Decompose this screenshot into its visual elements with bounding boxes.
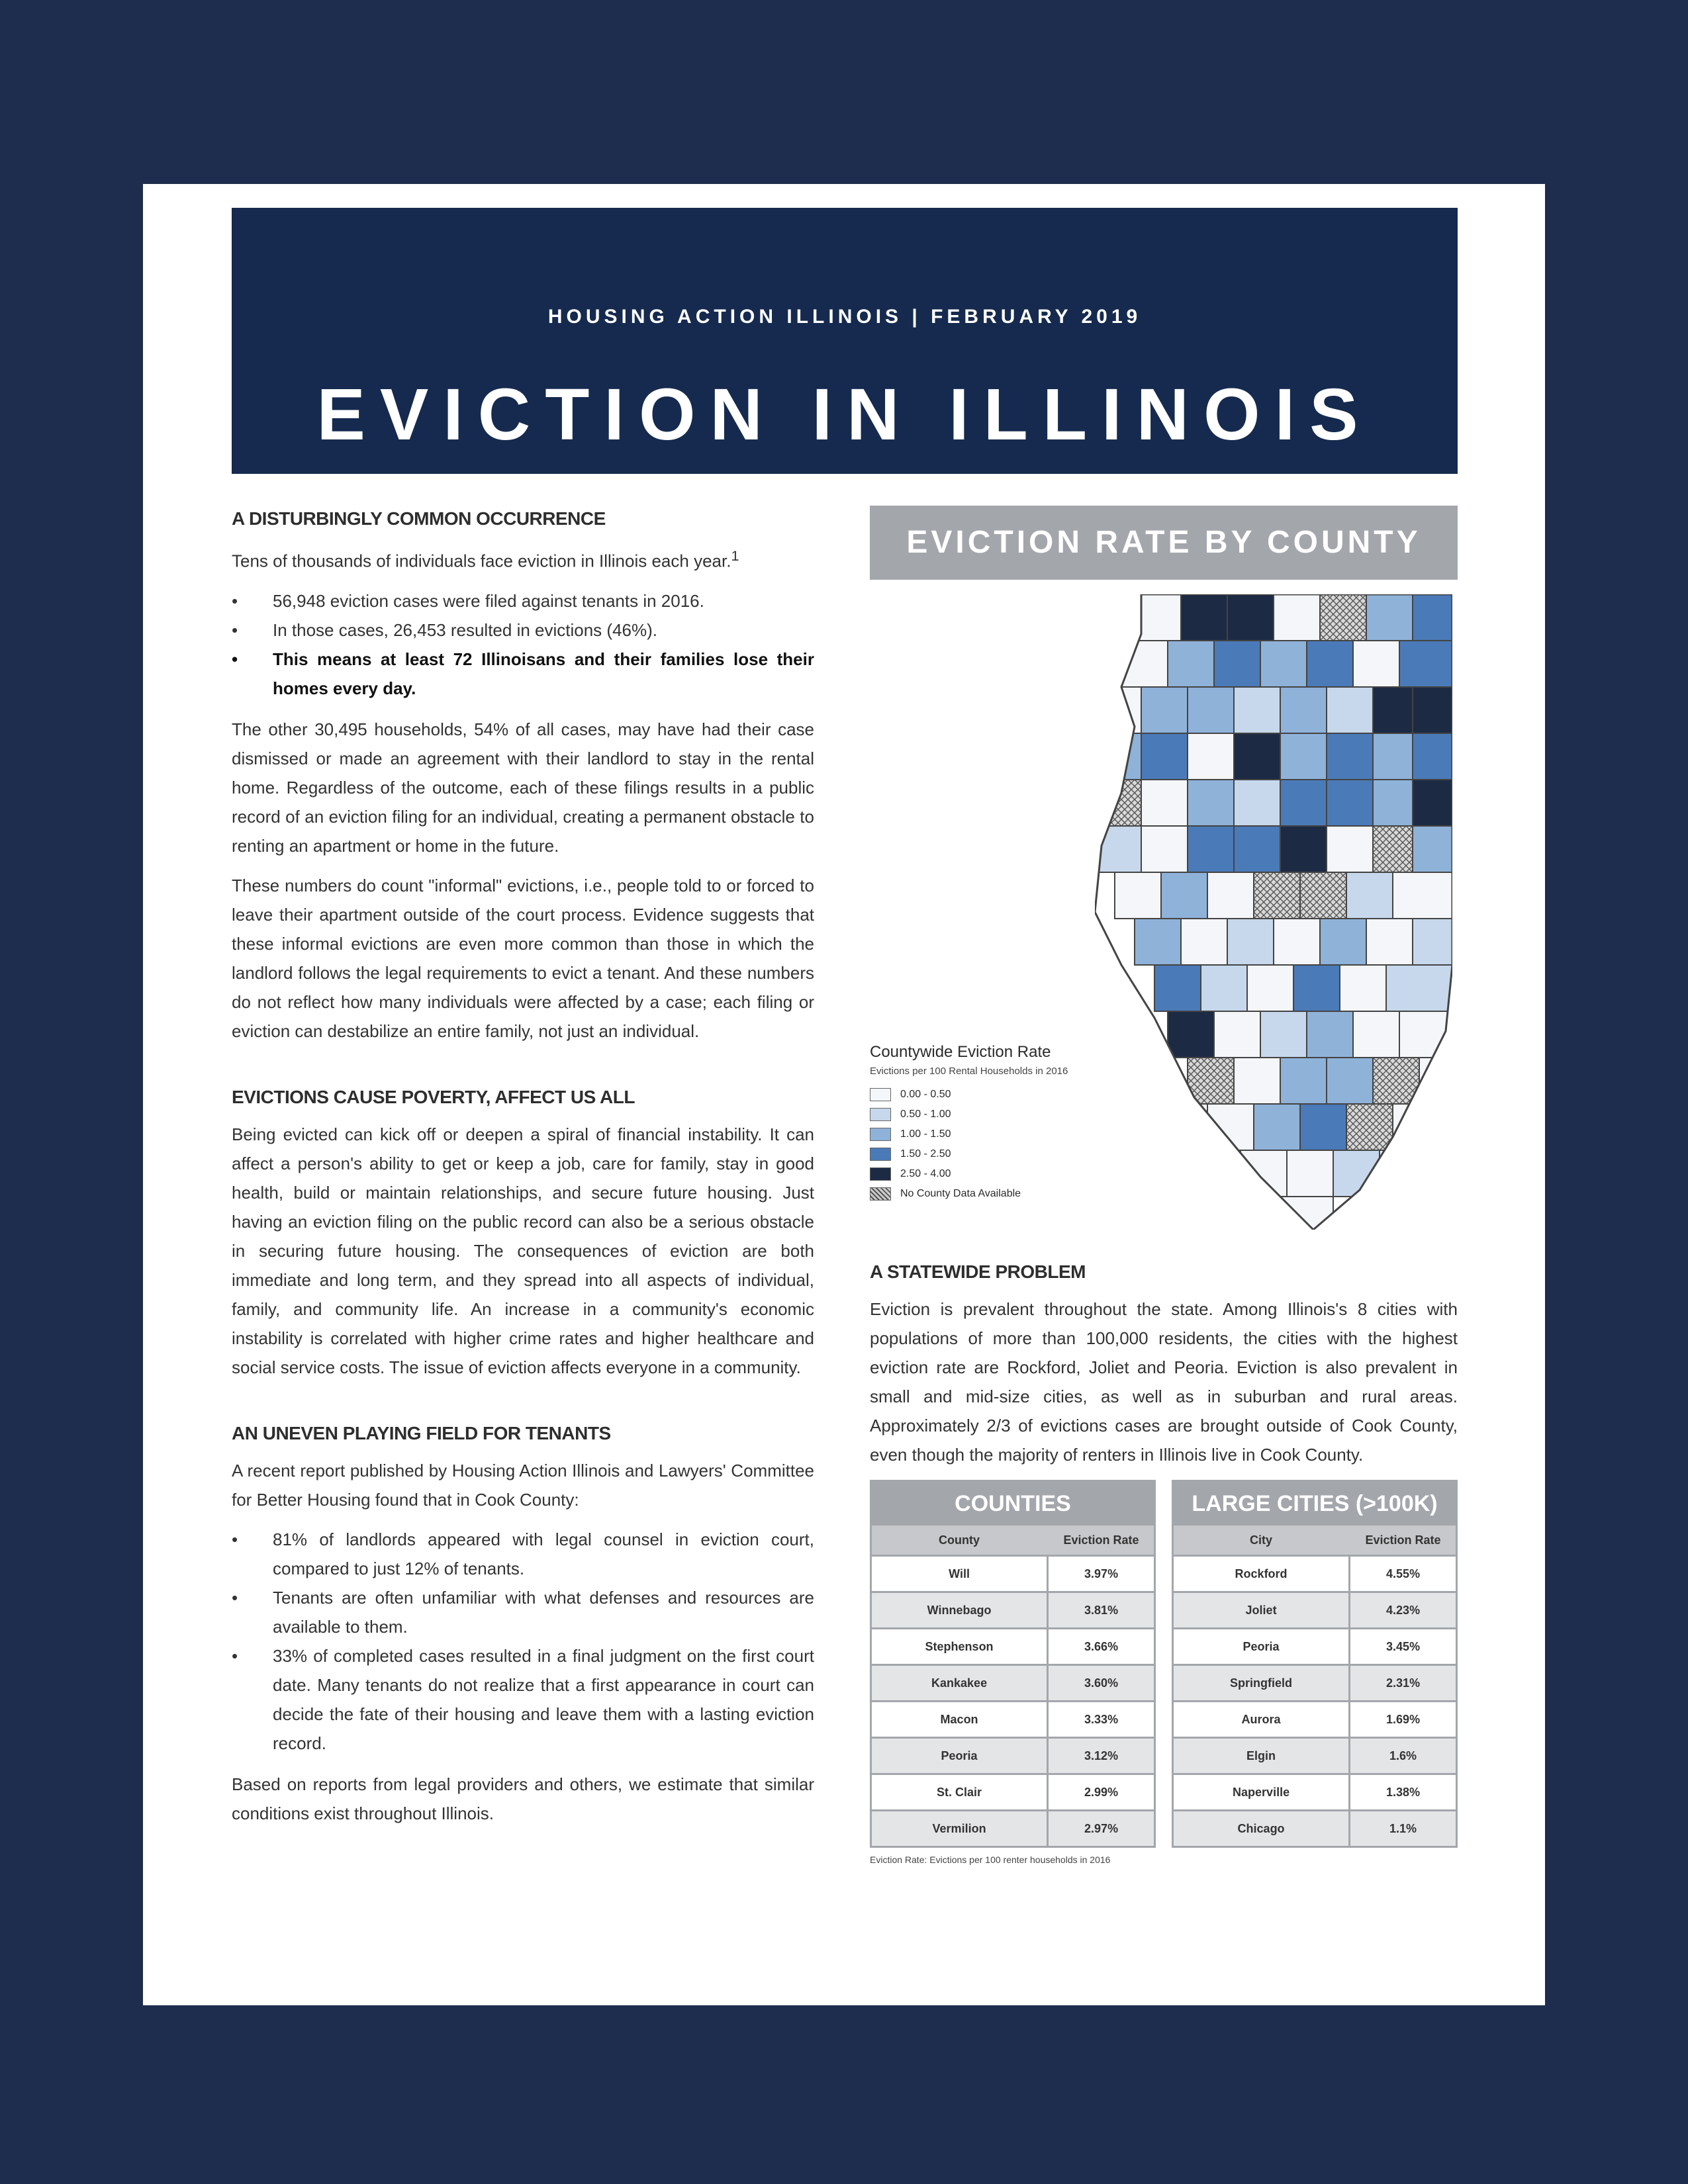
table-row: Stephenson 3.66% (872, 1629, 1154, 1664)
list-item: 56,948 eviction cases were filed against… (232, 586, 814, 615)
list-item: This means at least 72 Illinoisans and t… (232, 645, 814, 703)
table-row: St. Clair 2.99% (872, 1775, 1154, 1809)
table-row: Peoria 3.12% (872, 1739, 1154, 1773)
table-row: Winnebago 3.81% (872, 1593, 1154, 1627)
table-header: County Eviction Rate (872, 1525, 1154, 1555)
table-row: Joliet 4.23% (1174, 1593, 1456, 1627)
table-row: Elgin 1.6% (1174, 1739, 1456, 1773)
paragraph: A recent report published by Housing Act… (232, 1460, 814, 1510)
map-title: EVICTION RATE BY COUNTY (870, 506, 1458, 580)
rate-tables: COUNTIES County Eviction Rate Will 3.97% W… (870, 1480, 1458, 1848)
legend-subtitle: Evictions per 100 Rental Households in 2… (870, 1066, 1068, 1077)
stats-list: 56,948 eviction cases were filed against… (232, 586, 814, 703)
legend-row: 0.00 - 0.50 (870, 1085, 1214, 1105)
table-row: Will 3.97% (872, 1557, 1154, 1591)
table-row: Vermilion 2.97% (872, 1811, 1154, 1846)
page-title: EVICTION IN ILLINOIS (316, 374, 1373, 455)
section-heading-playing-field: AN UNEVEN PLAYING FIELD FOR TENANTS (232, 1422, 611, 1443)
section-heading-statewide: A STATEWIDE PROBLEM (870, 1261, 1086, 1282)
legend-title: Countywide Eviction Rate (870, 1043, 1051, 1061)
table-row: Naperville 1.38% (1174, 1775, 1456, 1809)
cities-table: LARGE CITIES (>100K) City Eviction Rate R… (1172, 1480, 1458, 1848)
paragraph: These numbers do count "informal" evicti… (232, 875, 814, 1041)
list-item: Tenants are often unfamiliar with what d… (232, 1583, 814, 1641)
section-intro: Tens of thousands of individuals face ev… (232, 547, 739, 571)
legend-row: 1.50 - 2.50 (870, 1144, 1214, 1164)
table-row: Macon 3.33% (872, 1702, 1154, 1737)
legend-row: 1.00 - 1.50 (870, 1124, 1214, 1144)
left-column: A DISTURBINGLY COMMON OCCURRENCE Tens of… (232, 508, 814, 1839)
table-row: Springfield 2.31% (1174, 1666, 1456, 1700)
legend-row: 2.50 - 4.00 (870, 1164, 1214, 1184)
list-item: 81% of landlords appeared with legal cou… (232, 1525, 814, 1583)
table-header: City Eviction Rate (1174, 1525, 1456, 1555)
table-title: COUNTIES (955, 1491, 1071, 1516)
table-row: Peoria 3.45% (1174, 1629, 1456, 1664)
section-heading-poverty: EVICTIONS CAUSE POVERTY, AFFECT US ALL (232, 1086, 635, 1107)
table-row: Aurora 1.69% (1174, 1702, 1456, 1737)
section-heading-occurrence: A DISTURBINGLY COMMON OCCURRENCE (232, 508, 606, 529)
right-column: EVICTION RATE BY COUNTY (870, 506, 1458, 1865)
county-map-panel: Countywide Eviction Rate Evictions per 1… (870, 580, 1458, 1255)
table-row: Chicago 1.1% (1174, 1811, 1456, 1846)
list-item: In those cases, 26,453 resulted in evict… (232, 615, 814, 645)
header-banner: HOUSING ACTION ILLINOIS | FEBRUARY 2019 … (232, 208, 1458, 474)
legend-row: 0.50 - 1.00 (870, 1105, 1214, 1124)
header-kicker: HOUSING ACTION ILLINOIS | FEBRUARY 2019 (547, 306, 1142, 328)
table-footnote: Eviction Rate: Evictions per 100 renter … (870, 1854, 1111, 1865)
paragraph: Based on reports from legal providers an… (232, 1774, 814, 1823)
document-page: HOUSING ACTION ILLINOIS | FEBRUARY 2019 … (143, 184, 1545, 2005)
table-row: Kankakee 3.60% (872, 1666, 1154, 1700)
paragraph: The other 30,495 households, 54% of all … (232, 719, 814, 856)
table-title: LARGE CITIES (>100K) (1192, 1491, 1438, 1516)
counties-table: COUNTIES County Eviction Rate Will 3.97% W… (870, 1480, 1156, 1848)
paragraph: Eviction is prevalent throughout the sta… (870, 1299, 1458, 1465)
table-row: Rockford 4.55% (1174, 1557, 1456, 1591)
paragraph: Being evicted can kick off or deepen a s… (232, 1124, 814, 1377)
findings-list: 81% of landlords appeared with legal cou… (232, 1525, 814, 1758)
map-legend: Countywide Eviction Rate Evictions per 1… (870, 1043, 1214, 1204)
list-item: 33% of completed cases resulted in a fin… (232, 1641, 814, 1758)
legend-row: No County Data Available (870, 1184, 1214, 1204)
illinois-county-map (1095, 594, 1452, 1230)
